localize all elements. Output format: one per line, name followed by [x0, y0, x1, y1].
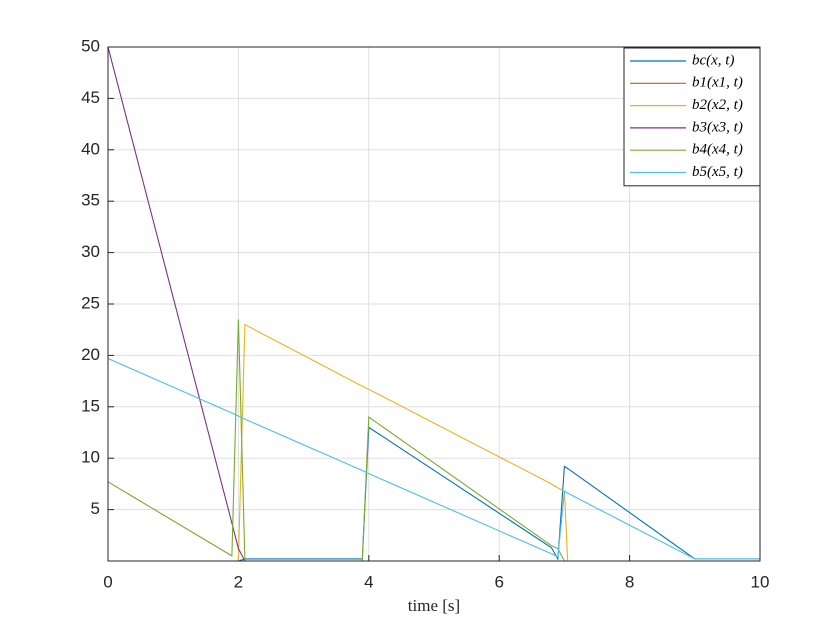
y-tick-label: 30 [81, 242, 100, 261]
x-axis-label: time [s] [408, 596, 460, 615]
y-tick-label: 40 [81, 139, 100, 158]
series-line [107, 357, 760, 560]
x-tick-label: 8 [625, 572, 634, 591]
legend-label: b4(x4, t) [692, 142, 743, 158]
axes-box [107, 46, 761, 562]
y-tick-label: 20 [81, 345, 100, 364]
y-tick-label: 5 [91, 499, 100, 518]
x-tick-label: 0 [103, 572, 112, 591]
y-tick-label: 25 [81, 293, 100, 312]
legend-label: bc(x, t) [692, 52, 734, 68]
legend-label: b3(x3, t) [692, 119, 743, 135]
legend-label: b5(x5, t) [692, 164, 743, 180]
y-tick-label: 35 [81, 191, 100, 210]
x-tick-label: 6 [494, 572, 503, 591]
y-tick-label: 10 [81, 448, 100, 467]
legend-label: b1(x1, t) [692, 75, 743, 91]
y-tick-label: 50 [81, 36, 100, 55]
y-tick-label: 45 [81, 88, 100, 107]
x-tick-label: 4 [364, 572, 373, 591]
legend-box [623, 47, 761, 187]
x-tick-label: 10 [751, 572, 770, 591]
y-tick-label: 15 [81, 396, 100, 415]
legend-label: b2(x2, t) [692, 97, 743, 113]
x-tick-label: 2 [234, 572, 243, 591]
